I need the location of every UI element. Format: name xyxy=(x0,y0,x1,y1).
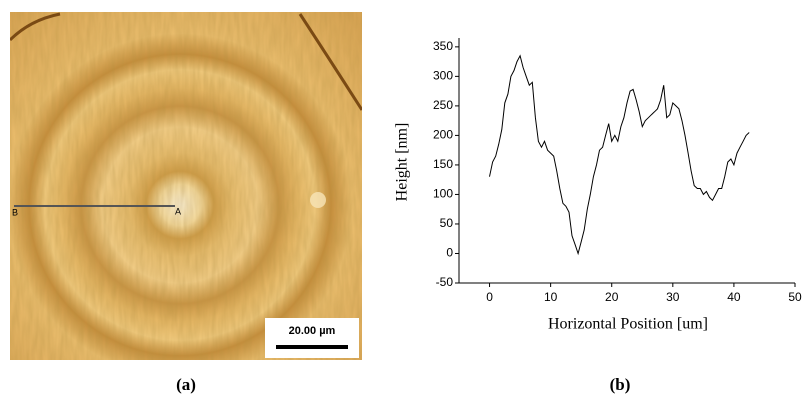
data-line xyxy=(489,54,750,256)
y-tick-label: -50 xyxy=(436,275,454,289)
y-tick-label: 250 xyxy=(433,98,453,112)
y-tick-label: 0 xyxy=(446,246,453,260)
scale-bar-label: 20.00 µm xyxy=(289,325,336,337)
x-tick-label: 10 xyxy=(544,290,558,304)
x-tick-label: 20 xyxy=(605,290,619,304)
y-tick-label: 350 xyxy=(433,39,453,53)
afm-image xyxy=(10,12,362,360)
x-tick-label: 40 xyxy=(727,290,741,304)
y-tick-label: 100 xyxy=(433,187,453,201)
y-tick-label: 150 xyxy=(433,157,453,171)
x-tick-label: 0 xyxy=(486,290,493,304)
point-label: A xyxy=(175,206,181,216)
point-label: B xyxy=(12,207,18,217)
y-tick-label: 50 xyxy=(440,216,454,230)
y-tick-label: 300 xyxy=(433,69,453,83)
caption: (b) xyxy=(610,375,631,394)
caption: (a) xyxy=(176,375,196,394)
x-axis-label: Horizontal Position [um] xyxy=(548,316,708,333)
scale-bar-box xyxy=(265,318,359,358)
y-tick-label: 200 xyxy=(433,128,453,142)
x-tick-label: 30 xyxy=(666,290,680,304)
x-tick-label: 50 xyxy=(788,290,802,304)
scale-bar xyxy=(276,345,348,349)
y-axis-label: Height [nm] xyxy=(394,123,411,202)
